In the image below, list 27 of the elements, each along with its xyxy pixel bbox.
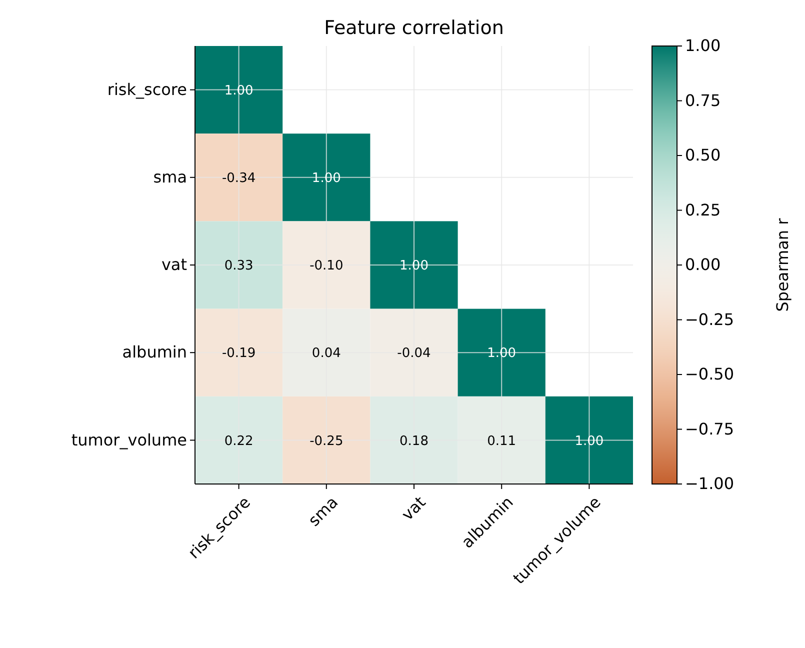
data-label: -0.25 [310,434,344,449]
data-label: -0.34 [222,170,256,186]
data-label: 0.33 [224,258,254,274]
y-tick-label: sma [153,168,187,187]
color-bar-label: 0.25 [685,200,721,220]
y-tick-label: albumin [122,342,187,362]
y-tick-label: risk_score [107,80,187,99]
color-bar-title: Spearman r [773,218,792,312]
data-label: -0.19 [222,346,256,362]
color-bar-label: −1.00 [685,474,734,494]
color-bar-label: −0.25 [685,310,734,329]
x-tick-label: vat [398,492,430,524]
color-bar-label: −0.75 [685,419,734,438]
chart-title: Feature correlation [324,17,504,39]
color-bar-label: 0.75 [685,90,721,110]
data-label: -0.10 [310,258,344,274]
data-label: 0.04 [312,346,341,362]
color-bar-label: 0.00 [685,255,721,274]
data-label: -0.04 [397,346,431,362]
color-bar-label: −0.50 [685,364,734,384]
data-label: 0.11 [487,434,516,449]
y-tick-label: tumor_volume [71,430,187,450]
color-bar-label: 0.50 [685,146,721,165]
data-label: 0.18 [400,434,428,449]
data-label: 0.22 [224,434,254,449]
y-tick-label: vat [161,255,187,274]
color-bar-label: 1.00 [685,36,721,56]
